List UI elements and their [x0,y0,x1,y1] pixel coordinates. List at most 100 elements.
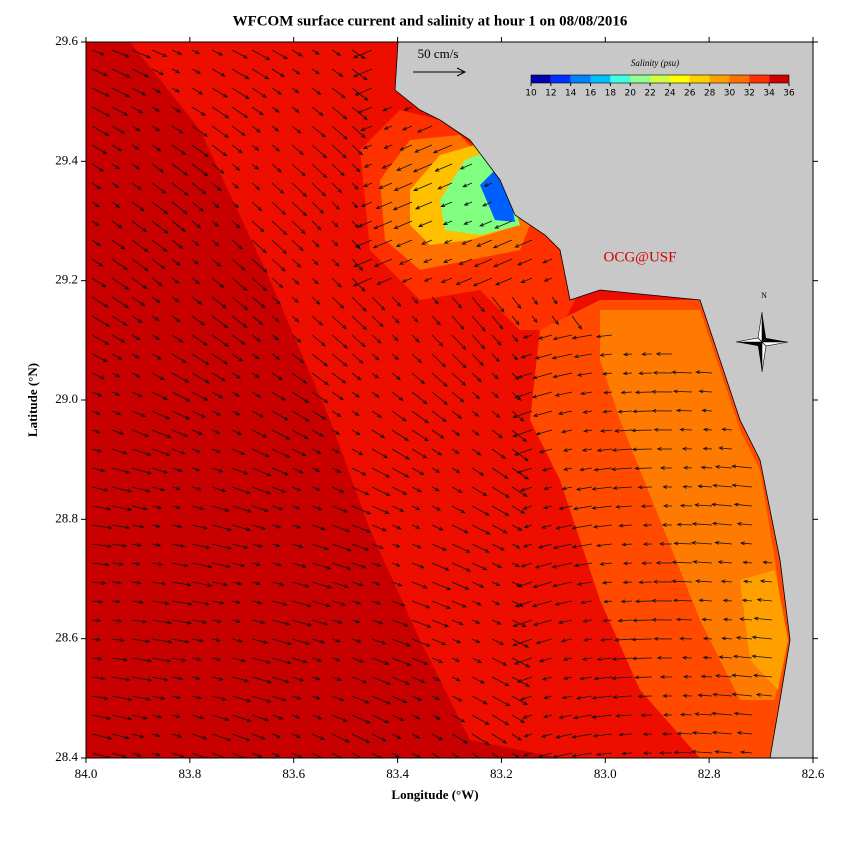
current-vector [171,467,183,472]
current-vector [311,334,326,347]
current-vector [311,638,326,644]
current-vector [351,220,360,229]
current-vector [331,486,345,493]
current-vector [271,524,282,529]
current-vector [311,144,328,159]
current-vector [111,353,123,360]
current-vector [231,410,241,416]
current-vector [351,619,361,624]
current-vector [291,676,305,682]
current-vector [331,600,346,606]
current-vector [271,581,285,586]
current-vector [511,505,526,514]
current-vector [371,638,387,645]
current-vector [599,562,613,566]
current-vector [231,657,247,663]
current-vector [431,296,439,305]
current-vector [291,448,307,457]
current-vector [702,655,713,660]
current-vector [351,486,370,496]
current-vector [562,657,573,661]
current-vector [411,581,428,589]
current-vector [111,599,121,604]
current-vector [111,676,131,682]
current-vector [191,714,205,720]
current-vector [520,562,533,568]
current-vector [491,657,508,666]
current-vector [111,543,128,548]
x-axis-label: Longitude (°W) [391,787,478,802]
current-vector [131,467,153,475]
current-vector [543,277,553,282]
current-vector [91,201,100,208]
current-vector [554,391,573,397]
current-vector [231,524,252,531]
current-vector [211,182,222,192]
current-vector [383,144,393,149]
current-vector [231,258,246,271]
current-vector [231,334,246,346]
current-vector [151,277,163,287]
current-vector [391,714,405,722]
current-vector [583,428,593,433]
current-vector [111,524,131,530]
current-vector [211,353,229,365]
current-vector [251,201,263,212]
current-vector [251,676,273,684]
current-vector [698,389,713,394]
current-vector [371,448,389,459]
current-vector [634,599,653,604]
colorbar-tick-label: 22 [644,89,655,99]
current-vector [151,106,160,112]
current-vector [582,618,593,623]
current-vector [131,600,145,604]
current-vector [451,334,467,350]
current-vector [231,752,247,758]
current-vector [91,562,110,567]
current-vector [573,562,593,568]
current-vector [211,657,222,662]
current-vector [552,581,573,588]
current-vector [691,749,713,754]
current-vector [191,277,201,285]
current-vector [91,656,103,661]
current-vector [511,296,522,310]
x-tick-label: 83.4 [386,766,409,781]
colorbar-segment [669,75,690,83]
current-vector [231,182,239,189]
current-vector [131,657,153,663]
current-vector [731,673,753,678]
current-vector [111,695,133,701]
current-vector [311,448,322,454]
current-vector [451,600,467,608]
current-vector [522,714,533,719]
current-vector [491,448,507,459]
current-vector [91,733,113,740]
current-vector [291,467,304,474]
current-vector [231,619,242,623]
current-vector [736,731,753,735]
current-vector [231,144,243,154]
current-vector [491,752,502,758]
current-vector [131,334,141,341]
current-vector [371,619,384,625]
current-vector [759,579,773,584]
current-vector [231,543,249,549]
current-vector [741,598,753,603]
current-vector [331,524,351,533]
current-vector [491,600,501,605]
current-vector [360,201,373,207]
current-vector [431,600,452,609]
current-vector [659,674,673,679]
current-vector [718,655,733,660]
current-vector [91,714,112,720]
current-vector [271,429,291,440]
current-vector [111,163,121,170]
current-vector [491,733,508,744]
current-vector [151,87,162,94]
current-vector [371,372,380,379]
current-vector [171,258,181,266]
current-vector [756,597,773,602]
current-vector [331,448,341,454]
current-vector [611,657,633,662]
